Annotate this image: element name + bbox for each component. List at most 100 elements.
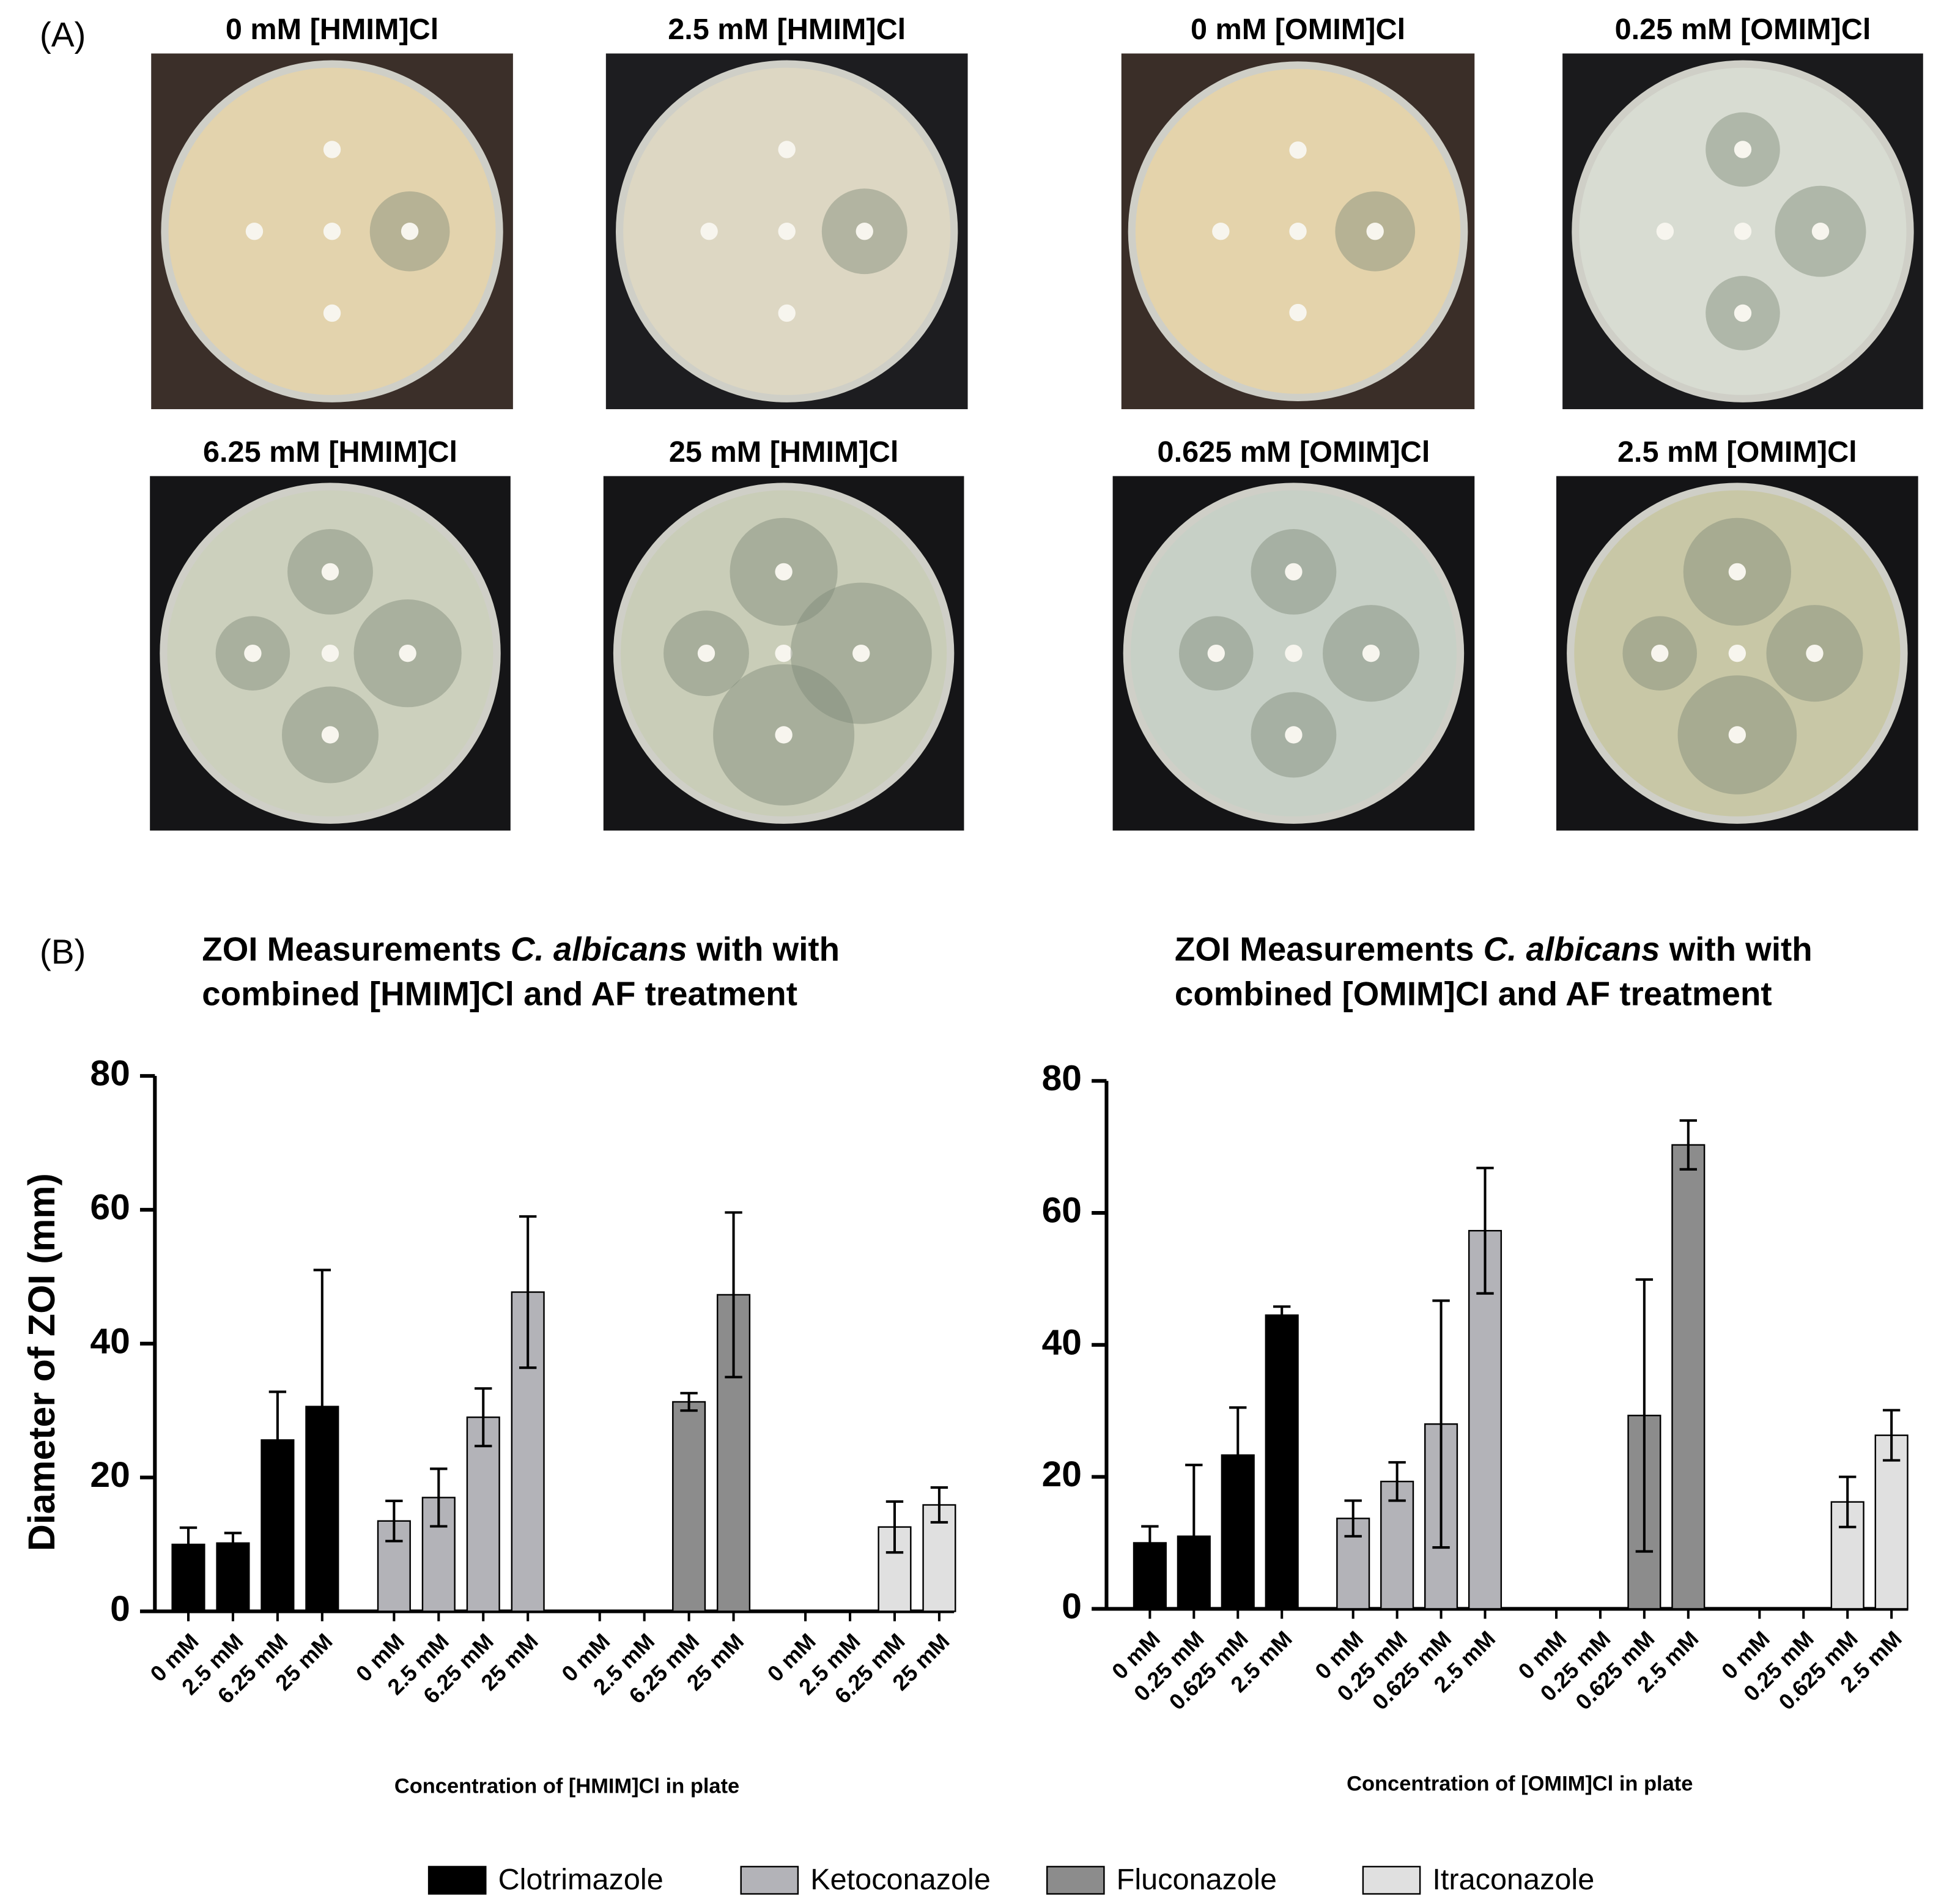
chart-title-box: ZOI Measurements C. albicans with with c… — [202, 927, 970, 1017]
plate-label: 0 mM [OMIM]Cl — [1191, 13, 1405, 46]
legend-swatch — [1046, 1865, 1105, 1895]
antifungal-disc — [1362, 644, 1380, 662]
y-tick-label: 40 — [90, 1321, 130, 1361]
error-bar — [1839, 1475, 1857, 1528]
antifungal-disc — [323, 223, 341, 240]
antifungal-disc — [1285, 563, 1303, 581]
antifungal-disc — [775, 563, 793, 581]
antifungal-disc — [1212, 223, 1230, 240]
antifungal-disc — [1289, 303, 1307, 322]
error-bar — [885, 1500, 904, 1554]
antifungal-disc — [1728, 644, 1746, 662]
y-tick-label: 20 — [1042, 1454, 1082, 1494]
error-bar — [680, 1391, 698, 1412]
antifungal-disc — [1289, 141, 1307, 159]
antifungal-disc — [697, 644, 715, 662]
x-axis-label: Concentration of [OMIM]Cl in plate — [1347, 1772, 1693, 1795]
antifungal-disc — [1811, 223, 1830, 240]
plate-label: 0.25 mM [OMIM]Cl — [1615, 13, 1871, 46]
antifungal-disc — [1806, 644, 1824, 662]
antifungal-disc — [1728, 726, 1746, 744]
antifungal-disc — [401, 223, 419, 240]
error-bar — [1344, 1499, 1362, 1538]
antifungal-disc — [1207, 644, 1225, 662]
y-tick-label: 60 — [90, 1187, 130, 1227]
error-bar — [519, 1215, 537, 1369]
y-tick-label: 40 — [1042, 1322, 1082, 1362]
panel-label: (B) — [40, 933, 86, 972]
plate-label: 2.5 mM [OMIM]Cl — [1617, 435, 1857, 469]
plate-label: 6.25 mM [HMIM]Cl — [203, 435, 457, 469]
antifungal-disc — [1734, 223, 1752, 240]
error-bar — [1273, 1305, 1291, 1325]
antifungal-disc — [1366, 223, 1384, 240]
antifungal-disc — [1285, 726, 1303, 744]
bar — [672, 1401, 706, 1612]
error-bar — [1432, 1299, 1450, 1549]
error-bar — [1388, 1461, 1406, 1502]
error-bar — [930, 1486, 948, 1524]
panel-label: (A) — [40, 16, 86, 54]
error-bar — [430, 1467, 448, 1528]
y-tick-label: 80 — [90, 1054, 130, 1094]
error-bar — [268, 1390, 287, 1490]
chart-title-part: C. albicans — [1483, 931, 1660, 968]
chart-title-part: C. albicans — [510, 931, 687, 968]
bar — [1671, 1144, 1706, 1610]
bar — [1380, 1480, 1414, 1610]
antifungal-disc — [1289, 223, 1307, 240]
error-bar — [1882, 1409, 1901, 1462]
legend-swatch — [740, 1865, 799, 1895]
antifungal-disc — [778, 141, 796, 158]
antifungal-disc — [244, 644, 262, 662]
plate-label: 2.5 mM [HMIM]Cl — [668, 13, 906, 46]
chart-title: ZOI Measurements C. albicans with with c… — [202, 927, 970, 1017]
x-axis-label: Concentration of [HMIM]Cl in plate — [394, 1774, 739, 1798]
legend-swatch — [427, 1865, 487, 1895]
error-bar — [1141, 1525, 1159, 1561]
bar — [1265, 1314, 1299, 1610]
error-bar — [385, 1499, 403, 1543]
error-bar — [725, 1211, 742, 1379]
legend-label: Itraconazole — [1432, 1863, 1594, 1896]
legend-label: Fluconazole — [1117, 1863, 1277, 1896]
y-tick-label: 60 — [1042, 1191, 1082, 1231]
error-bar — [1229, 1406, 1247, 1504]
legend-label: Ketoconazole — [810, 1863, 991, 1896]
antifungal-disc — [775, 644, 793, 662]
y-tick-label: 0 — [1062, 1587, 1082, 1626]
plate-label: 0.625 mM [OMIM]Cl — [1158, 435, 1430, 469]
antifungal-disc — [323, 141, 341, 158]
chart-title-box: ZOI Measurements C. albicans with with c… — [1174, 931, 1822, 1013]
chart-title-part: ZOI Measurements — [1174, 931, 1484, 968]
antifungal-disc — [245, 223, 264, 240]
antifungal-disc — [321, 726, 339, 744]
antifungal-disc — [399, 644, 416, 662]
antifungal-disc — [1734, 141, 1752, 158]
error-bar — [1679, 1119, 1697, 1171]
plate-label: 0 mM [HMIM]Cl — [226, 13, 438, 46]
chart-title-part: with with combined [OMIM]Cl and AF treat… — [1174, 931, 1822, 1013]
error-bar — [179, 1526, 198, 1563]
antifungal-disc — [1728, 563, 1746, 581]
antifungal-disc — [321, 563, 339, 581]
y-tick-label: 80 — [1042, 1059, 1082, 1098]
antifungal-disc — [778, 223, 796, 240]
error-bar — [1185, 1464, 1203, 1609]
antifungal-disc — [778, 304, 796, 322]
bar — [216, 1542, 250, 1612]
antifungal-disc — [775, 726, 793, 744]
chart-title-part: with with combined [HMIM]Cl and AF treat… — [202, 931, 849, 1013]
error-bar — [1476, 1166, 1494, 1295]
antifungal-disc — [856, 223, 873, 240]
y-tick-label: 20 — [90, 1455, 130, 1495]
antifungal-disc — [1285, 644, 1303, 662]
y-tick-label: 0 — [110, 1589, 130, 1629]
antifungal-disc — [323, 304, 341, 322]
legend-swatch — [1362, 1865, 1421, 1895]
chart-title-part: ZOI Measurements — [202, 931, 511, 968]
antifungal-disc — [700, 223, 718, 240]
legend-label: Clotrimazole — [498, 1863, 663, 1896]
